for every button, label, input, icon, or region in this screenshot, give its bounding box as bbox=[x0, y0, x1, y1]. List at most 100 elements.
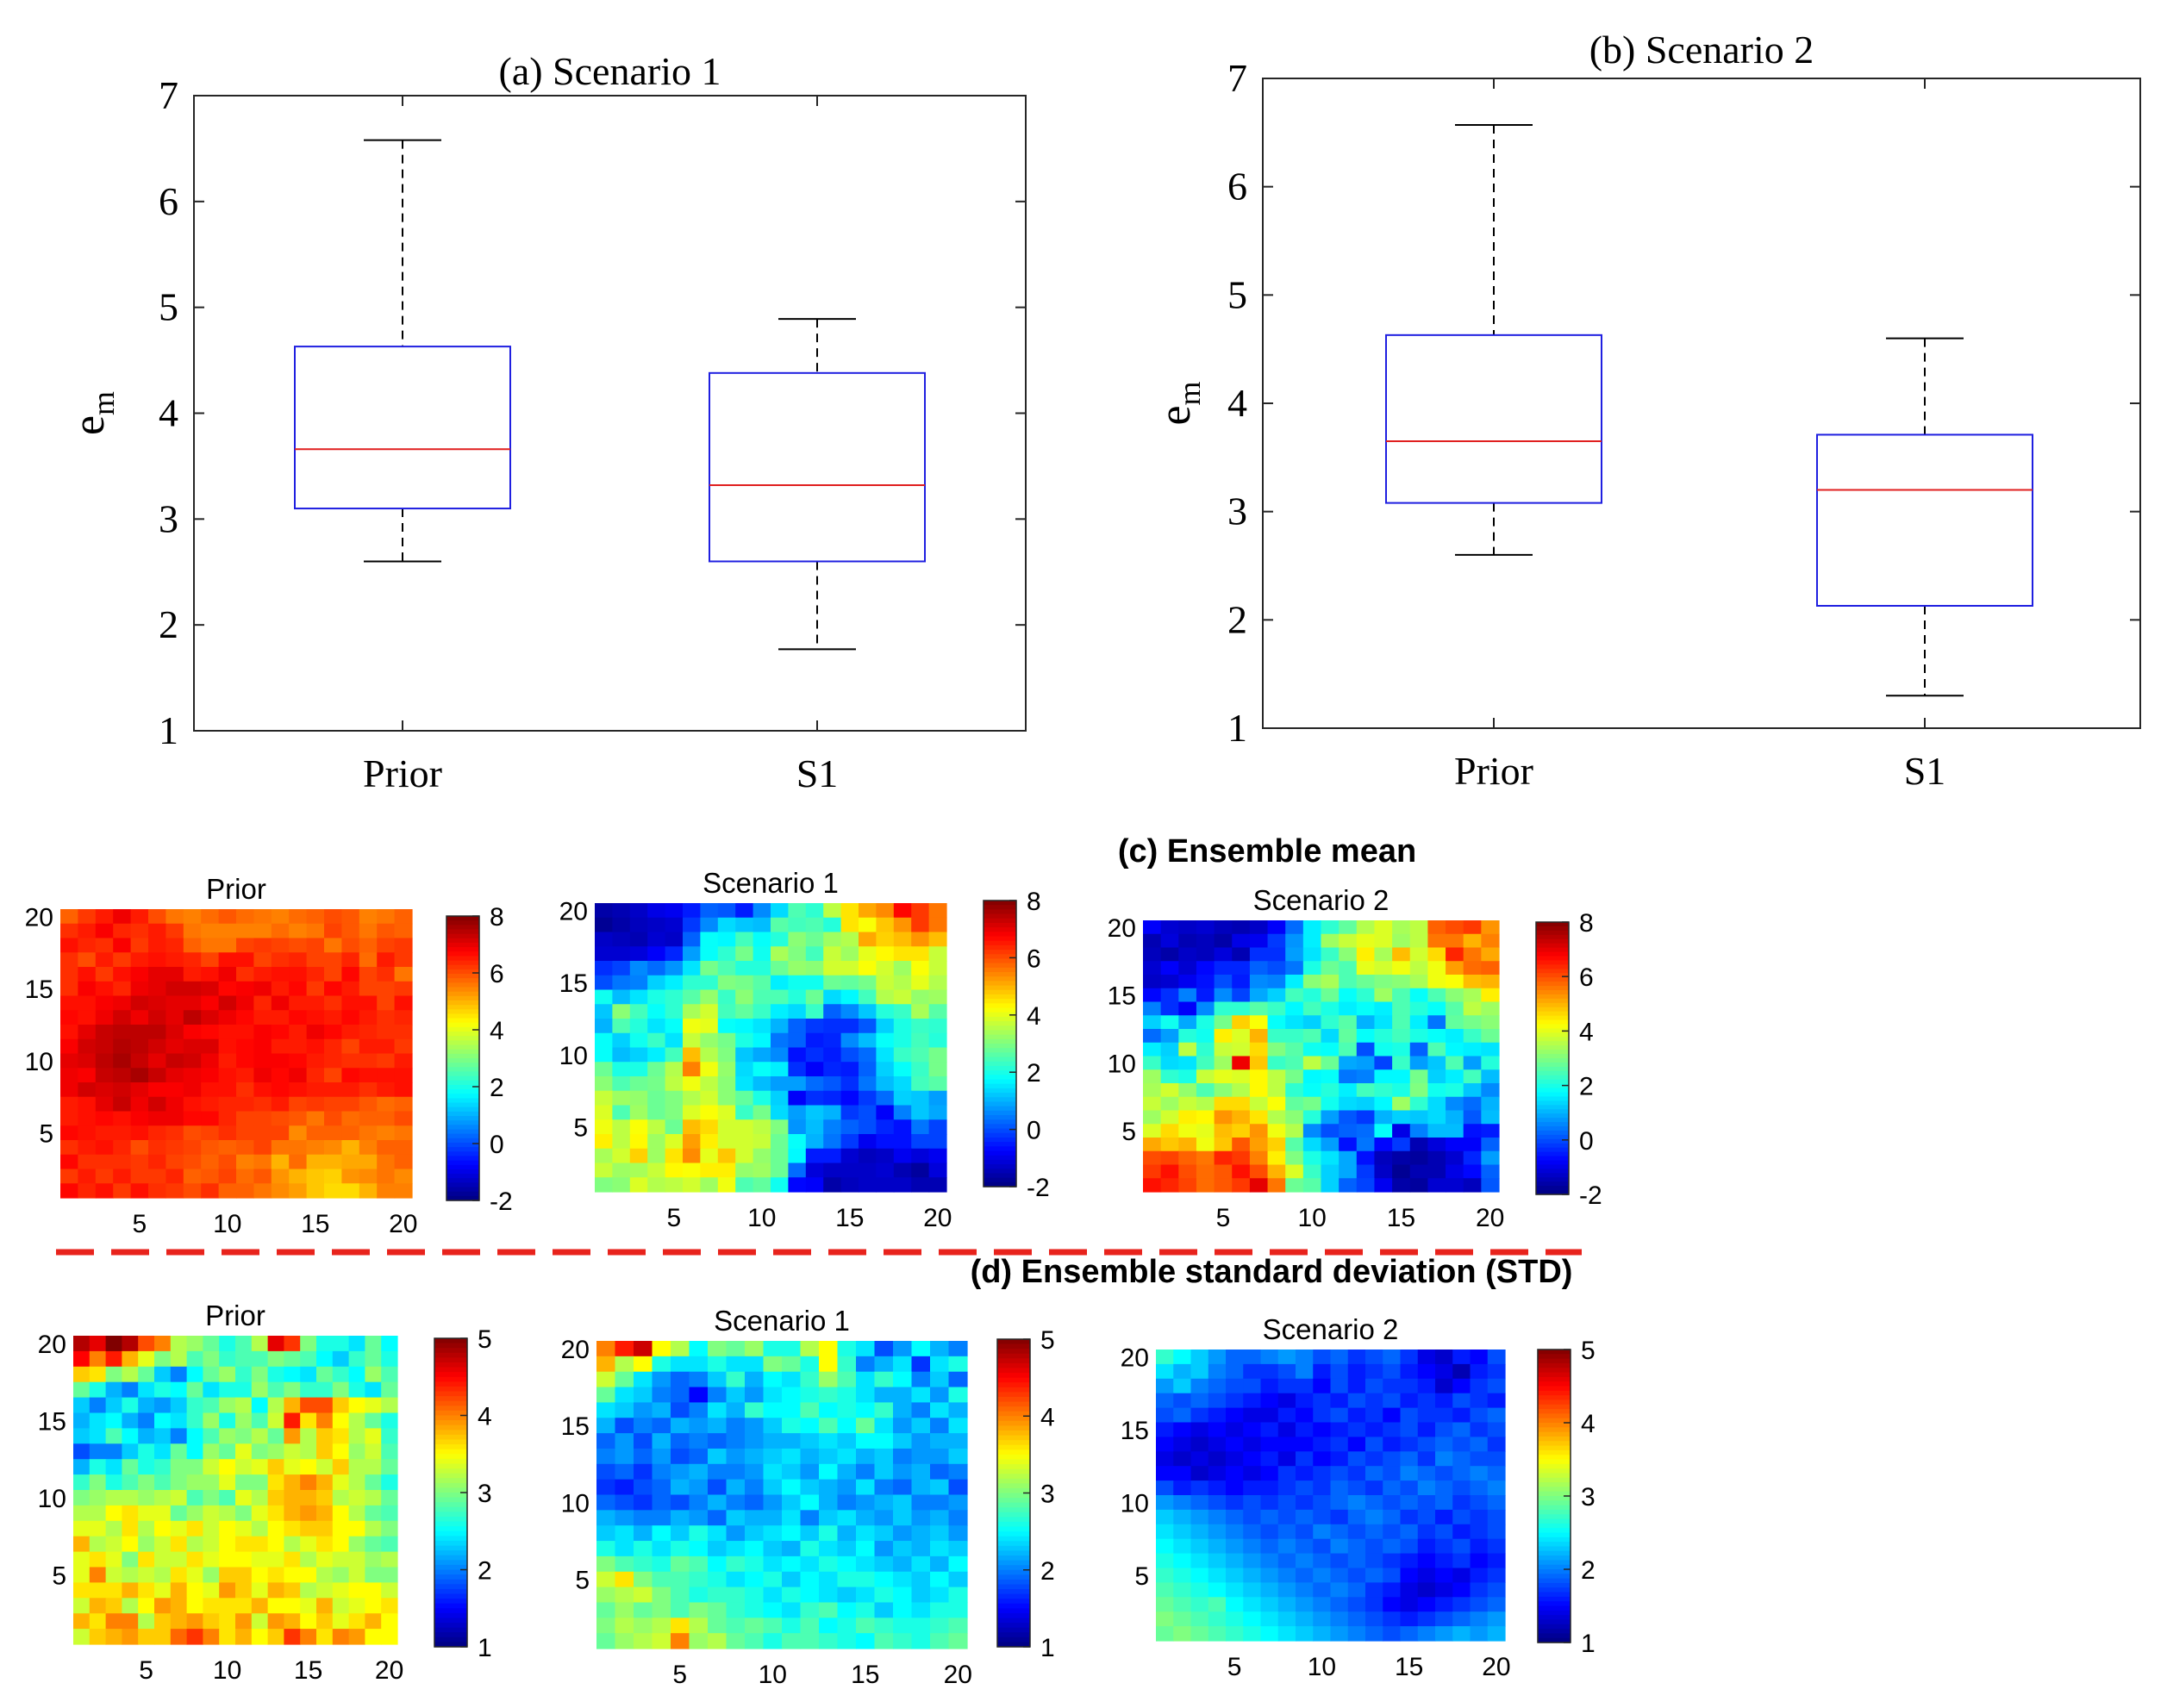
colorbar-segment bbox=[997, 1623, 1030, 1629]
heatmap-cell bbox=[1321, 1124, 1340, 1138]
colorbar-segment bbox=[997, 1487, 1030, 1494]
heatmap-cell bbox=[89, 1520, 107, 1537]
heatmap-cell bbox=[1392, 947, 1411, 962]
heatmap-cell bbox=[1427, 1029, 1446, 1044]
colorbar-segment bbox=[1538, 1409, 1571, 1414]
colorbar-segment bbox=[1536, 1151, 1569, 1157]
heatmap-cell bbox=[652, 1448, 671, 1465]
heatmap-cell bbox=[753, 1105, 771, 1120]
heatmap-cell bbox=[365, 1598, 382, 1614]
heatmap-cell bbox=[805, 1119, 824, 1135]
heatmap-cell bbox=[1208, 1495, 1227, 1511]
heatmap-cell bbox=[95, 1169, 114, 1184]
heatmap-cell bbox=[203, 1505, 220, 1522]
heatmap-cell bbox=[671, 1387, 690, 1403]
heatmap-cell bbox=[1160, 1029, 1179, 1044]
heatmap-cell bbox=[219, 1459, 236, 1475]
heatmap-cell bbox=[782, 1510, 802, 1526]
heatmap-cell bbox=[683, 1148, 701, 1164]
heatmap-cell bbox=[165, 938, 184, 953]
heatmap-cell bbox=[708, 1602, 728, 1618]
colorbar-segment bbox=[984, 905, 1016, 910]
heatmap-cell bbox=[683, 903, 701, 919]
colorbar-segment bbox=[1538, 1418, 1571, 1424]
y-tick-label: 5 bbox=[1121, 1118, 1136, 1146]
heatmap-cell bbox=[377, 952, 396, 968]
colorbar-segment bbox=[984, 1034, 1016, 1040]
heatmap-cell bbox=[253, 1025, 272, 1040]
heatmap-cell bbox=[629, 932, 648, 947]
heatmap-cell bbox=[1435, 1626, 1453, 1642]
heatmap-cell bbox=[183, 1125, 202, 1141]
heatmap-cell bbox=[893, 1356, 913, 1373]
heatmap-cell bbox=[1173, 1480, 1192, 1496]
heatmap-cell bbox=[341, 952, 360, 968]
heatmap-cell bbox=[1409, 1042, 1428, 1057]
heatmap-cell bbox=[671, 1541, 690, 1557]
heatmap-cell bbox=[647, 1062, 666, 1077]
heatmap-cell bbox=[381, 1443, 398, 1460]
heatmap-cell bbox=[876, 1019, 895, 1034]
heatmap-cell bbox=[1487, 1363, 1506, 1380]
heatmap-cell bbox=[1277, 1626, 1296, 1642]
heatmap-cell bbox=[138, 1443, 155, 1460]
heatmap-cell bbox=[652, 1402, 671, 1418]
heatmap-cell bbox=[700, 1004, 719, 1019]
heatmap-cell bbox=[122, 1629, 139, 1645]
heatmap-cell bbox=[689, 1418, 709, 1434]
heatmap-cell bbox=[928, 975, 947, 991]
heatmap-cell bbox=[105, 1336, 122, 1352]
heatmap-cell bbox=[893, 1148, 912, 1164]
y-tick-label: 15 bbox=[1108, 982, 1136, 1011]
heatmap-cell bbox=[105, 1536, 122, 1553]
heatmap-cell bbox=[1409, 1096, 1428, 1112]
heatmap-cell bbox=[745, 1448, 765, 1465]
heatmap-cell bbox=[203, 1629, 220, 1645]
heatmap-cell bbox=[1330, 1495, 1349, 1511]
heatmap-cell bbox=[253, 1125, 272, 1141]
heatmap-cell bbox=[1452, 1509, 1471, 1525]
heatmap-cell bbox=[700, 1090, 719, 1106]
heatmap-cell bbox=[1302, 947, 1322, 962]
heatmap-cell bbox=[930, 1433, 950, 1449]
heatmap-cell bbox=[170, 1412, 188, 1429]
heatmap-cell bbox=[1313, 1626, 1332, 1642]
heatmap-cell bbox=[73, 1397, 91, 1414]
heatmap-cell bbox=[60, 1053, 78, 1069]
heatmap-cell bbox=[726, 1402, 746, 1418]
colorbar-segment bbox=[984, 1169, 1016, 1175]
heatmap-cell bbox=[596, 1510, 616, 1526]
heatmap-cell bbox=[165, 923, 184, 939]
heatmap-cell bbox=[1481, 1069, 1500, 1084]
heatmap-cell bbox=[788, 1032, 807, 1049]
heatmap-cell bbox=[612, 1032, 631, 1049]
heatmap-cell bbox=[122, 1551, 139, 1568]
heatmap-cell bbox=[381, 1350, 398, 1368]
heatmap-cell bbox=[271, 952, 290, 968]
heatmap-cell bbox=[1409, 1124, 1428, 1138]
heatmap-cell bbox=[348, 1520, 365, 1537]
heatmap-cell bbox=[89, 1505, 107, 1522]
heatmap-cell bbox=[1427, 988, 1446, 1003]
heatmap-cell bbox=[348, 1598, 365, 1614]
heatmap-cell bbox=[251, 1350, 269, 1368]
heatmap-cell bbox=[717, 1163, 736, 1178]
heatmap-cell bbox=[186, 1336, 203, 1352]
colorbar-segment bbox=[447, 1026, 479, 1032]
heatmap-cell bbox=[726, 1602, 746, 1618]
heatmap-cell bbox=[381, 1459, 398, 1475]
heatmap-cell bbox=[1214, 920, 1233, 935]
heatmap-cell bbox=[717, 903, 736, 919]
heatmap-cell bbox=[1339, 1096, 1358, 1112]
colorbar-segment bbox=[434, 1588, 467, 1595]
heatmap-cell bbox=[219, 1505, 236, 1522]
colorbar-segment bbox=[434, 1530, 467, 1537]
heatmap-cell bbox=[665, 1148, 684, 1164]
heatmap-cell bbox=[203, 1336, 220, 1352]
colorbar-segment bbox=[434, 1381, 467, 1387]
heatmap-cell bbox=[1321, 1110, 1340, 1125]
colorbar-segment bbox=[1536, 1190, 1569, 1195]
heatmap-cell bbox=[1267, 1083, 1286, 1098]
heatmap-cell bbox=[1417, 1568, 1436, 1583]
